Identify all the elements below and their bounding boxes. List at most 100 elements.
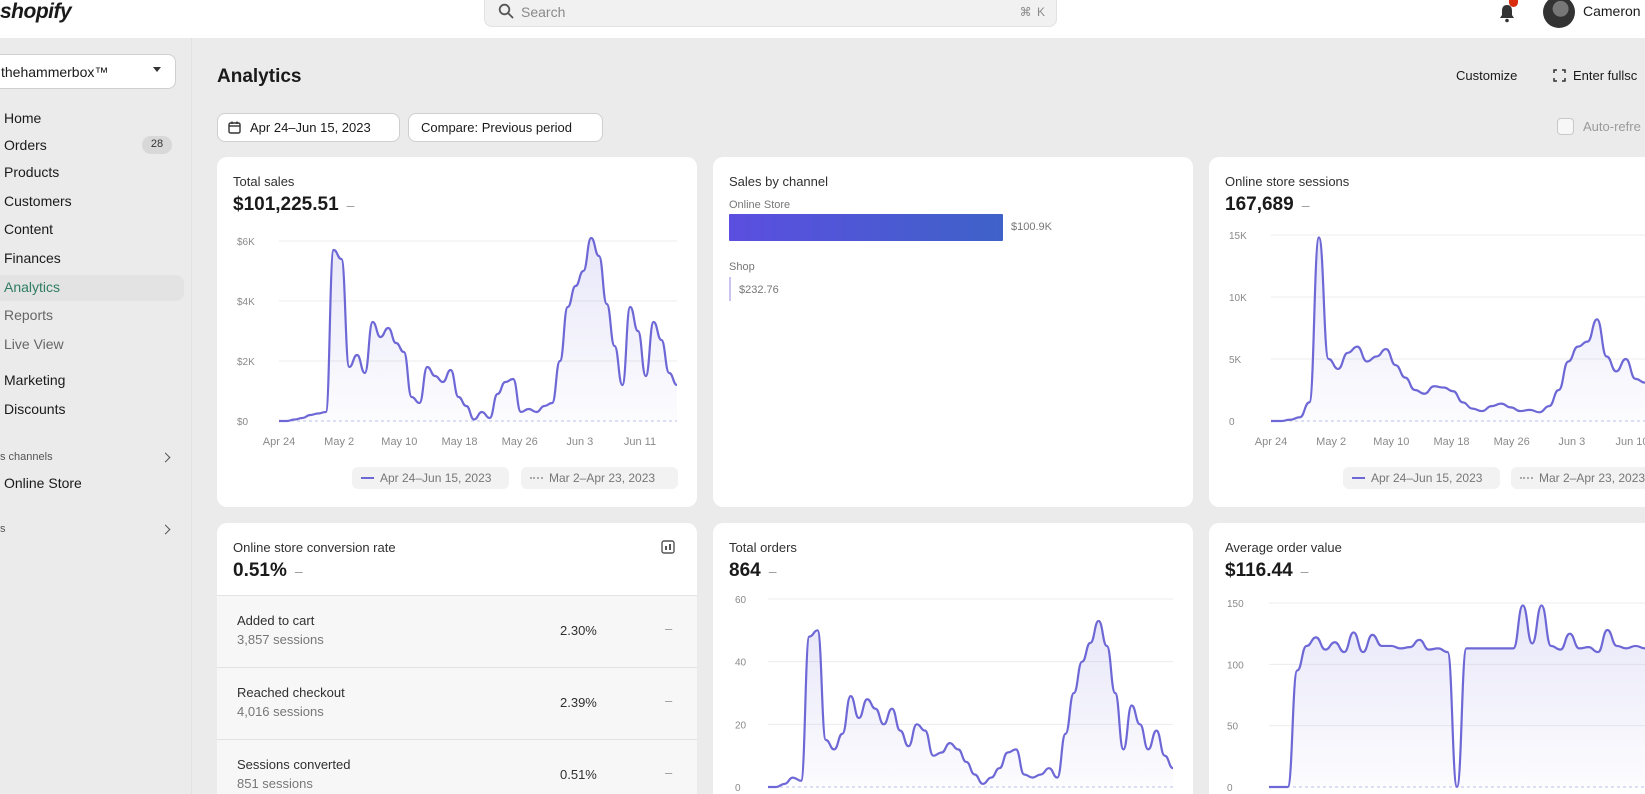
x-tick-label: Apr 24	[263, 436, 295, 448]
change-indicator: –	[1300, 563, 1309, 579]
sidebar-item-analytics[interactable]: Analytics	[0, 275, 184, 301]
online-store-sessions-card[interactable]: Online store sessions 167,689– 15K 10K 5K 0…	[1209, 157, 1645, 507]
bell-icon[interactable]	[1498, 3, 1516, 23]
sidebar-item-reports[interactable]: Reports	[4, 307, 54, 323]
y-tick-label: 10K	[1229, 293, 1247, 304]
total-orders-value: 864	[729, 560, 761, 581]
aov-value: $116.44	[1225, 560, 1293, 581]
card-value: $116.44–	[1225, 560, 1308, 582]
y-tick-label: 15K	[1229, 231, 1247, 242]
y-tick-label: 0	[735, 783, 741, 794]
x-tick-label: May 2	[1316, 436, 1346, 448]
sidebar: thehammerbox™ Home Orders 28 Products Cu…	[0, 38, 192, 794]
channel-value: $100.9K	[1011, 221, 1052, 233]
search-bar[interactable]: Search ⌘ K	[484, 0, 1057, 27]
auto-refresh-checkbox[interactable]	[1557, 118, 1574, 135]
sidebar-item-products[interactable]: Products	[4, 164, 60, 180]
sidebar-item-marketing[interactable]: Marketing	[4, 372, 66, 388]
y-tick-label: 60	[735, 595, 747, 606]
channel-bar[interactable]	[729, 277, 731, 301]
compare-button[interactable]: Compare: Previous period	[408, 113, 603, 142]
fullscreen-icon[interactable]	[1553, 69, 1566, 82]
channel-bar[interactable]	[729, 214, 1003, 241]
conversion-row[interactable]: Sessions converted 851 sessions 0.51% –	[217, 739, 697, 794]
x-tick-label: May 10	[381, 436, 417, 448]
x-tick-label: Jun 10	[1615, 436, 1645, 448]
change-indicator: –	[346, 197, 355, 213]
x-tick-label: May 10	[1373, 436, 1409, 448]
row-label: Sessions converted	[237, 757, 351, 772]
conversion-row[interactable]: Reached checkout 4,016 sessions 2.39% –	[217, 667, 697, 739]
x-tick-label: Apr 24	[1255, 436, 1287, 448]
user-name[interactable]: Cameron	[1583, 3, 1641, 19]
legend-swatch	[1520, 477, 1533, 479]
calendar-icon	[228, 121, 241, 134]
conversion-row[interactable]: Added to cart 3,857 sessions 2.30% –	[217, 595, 697, 667]
y-tick-label: 150	[1227, 599, 1244, 610]
customize-button[interactable]: Customize	[1456, 68, 1518, 83]
legend-current-period[interactable]: Apr 24–Jun 15, 2023	[1343, 467, 1500, 489]
notification-badge	[1509, 0, 1518, 7]
fullscreen-button[interactable]: Enter fullsc	[1573, 68, 1638, 83]
sidebar-item-finances[interactable]: Finances	[4, 250, 61, 266]
row-sessions: 4,016 sessions	[237, 704, 324, 719]
average-order-value-card[interactable]: Average order value $116.44– 150 100 50 0	[1209, 523, 1645, 794]
series-line	[1269, 604, 1645, 789]
card-title: Total orders	[729, 540, 797, 555]
row-percent: 2.30%	[560, 623, 597, 638]
y-tick-label: 40	[735, 658, 747, 669]
sidebar-item-online-store[interactable]: Online Store	[4, 475, 82, 491]
orders-count-badge: 28	[142, 136, 172, 154]
row-percent: 2.39%	[560, 695, 597, 710]
series-line	[1271, 236, 1645, 423]
legend-current-period[interactable]: Apr 24–Jun 15, 2023	[352, 467, 509, 489]
row-label: Added to cart	[237, 613, 315, 628]
sidebar-item-live-view[interactable]: Live View	[4, 336, 64, 352]
sales-channels-heading[interactable]: s channels	[0, 451, 53, 463]
legend-previous-period[interactable]: Mar 2–Apr 23, 2023	[521, 467, 678, 489]
sidebar-item-customers[interactable]: Customers	[4, 193, 72, 209]
store-name: thehammerbox™	[1, 64, 109, 80]
search-input[interactable]: Search	[521, 4, 566, 20]
legend-swatch	[530, 477, 543, 479]
shopify-logo[interactable]: shopify	[0, 0, 72, 23]
apps-heading[interactable]: s	[0, 523, 6, 535]
total-sales-value: $101,225.51	[233, 194, 339, 215]
avatar[interactable]	[1543, 0, 1575, 28]
chevron-right-icon[interactable]	[160, 524, 171, 535]
row-sessions: 851 sessions	[237, 776, 313, 791]
chevron-right-icon[interactable]	[160, 452, 171, 463]
store-selector[interactable]: thehammerbox™	[0, 54, 176, 89]
sidebar-item-home[interactable]: Home	[4, 110, 42, 126]
x-tick-label: May 18	[441, 436, 477, 448]
sessions-chart: 15K 10K 5K 0 Apr 24 May 2 May 10 May 18 May 26 Ju…	[1229, 231, 1645, 448]
search-icon	[498, 3, 514, 19]
y-tick-label: 50	[1227, 722, 1239, 733]
sessions-value: 167,689	[1225, 194, 1294, 215]
date-range-button[interactable]: Apr 24–Jun 15, 2023	[217, 113, 400, 142]
change-indicator: –	[768, 563, 777, 579]
total-sales-card[interactable]: Total sales $101,225.51– $6K $4K $2K $0 Apr …	[217, 157, 697, 507]
search-shortcut: ⌘ K	[1019, 5, 1046, 19]
conversion-rate-card[interactable]: Online store conversion rate 0.51% – Adde…	[217, 523, 697, 794]
series-area	[1271, 237, 1645, 421]
total-orders-card[interactable]: Total orders 864– 60 40 20 0	[713, 523, 1193, 794]
card-title: Online store sessions	[1225, 174, 1350, 189]
x-tick-label: Jun 3	[566, 436, 593, 448]
card-title: Average order value	[1225, 540, 1342, 555]
card-value: 864–	[729, 560, 777, 582]
y-tick-label: $0	[237, 417, 249, 428]
sidebar-item-orders[interactable]: Orders 28	[0, 133, 184, 159]
legend-label: Mar 2–Apr 23, 2023	[549, 471, 656, 485]
x-tick-label: May 26	[1494, 436, 1530, 448]
total-sales-chart: $6K $4K $2K $0 Apr 24 May 2 May 10 May 18 May 26…	[237, 236, 678, 448]
aov-chart: 150 100 50 0	[1227, 599, 1645, 794]
auto-refresh-label: Auto-refre	[1583, 119, 1641, 134]
export-icon[interactable]	[661, 540, 675, 554]
series-area	[279, 238, 677, 421]
sidebar-item-discounts[interactable]: Discounts	[4, 401, 66, 417]
sidebar-item-content[interactable]: Content	[4, 221, 54, 237]
y-tick-label: 0	[1227, 783, 1233, 794]
legend-previous-period[interactable]: Mar 2–Apr 23, 2023	[1511, 467, 1645, 489]
sales-by-channel-card[interactable]: Sales by channel Online Store Shop $100.…	[713, 157, 1193, 507]
